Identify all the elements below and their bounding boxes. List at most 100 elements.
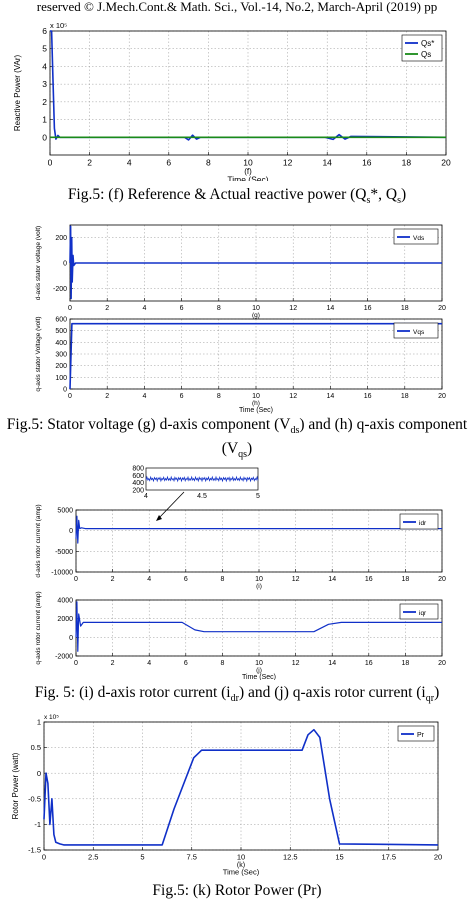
y-tick-label: 200	[55, 363, 67, 370]
x-tick-label: 18	[402, 158, 412, 168]
y-tick-label: 200	[55, 235, 67, 242]
chart-rotor-power: 0 2.5 5 7.5 10 12.5 15 17.5 20 -1.5 -1 -0.5 0 0.5 1x 1…	[11, 714, 442, 877]
legend-box	[393, 228, 439, 245]
x-tick-label: 8	[217, 393, 221, 400]
y-tick-label: 4000	[57, 597, 73, 604]
inset-y-tick-label: 800	[132, 466, 144, 473]
x-tick-label: 2	[105, 393, 109, 400]
x-tick-label: 12	[292, 660, 300, 667]
legend-box	[393, 322, 439, 339]
legend-box	[399, 513, 439, 530]
y-tick-label: 2	[42, 97, 47, 107]
figure-ij-rotor-current: 0 2 4 6 8 10 12 14 16 18 20 -10000 -5000 0 5000 (i) d-ax…	[0, 462, 474, 681]
chart-k: 0 2.5 5 7.5 10 12.5 15 17.5 20 -1.5 -1 -0.5 0 0.5 1x 1…	[11, 714, 442, 877]
series-line-Qs*	[50, 30, 447, 141]
arrow-head	[156, 515, 162, 521]
x-tick-label: 8	[217, 305, 221, 312]
legend: idr	[399, 513, 439, 530]
x-tick-label: 2	[111, 660, 115, 667]
x-tick-label: 12	[283, 158, 293, 168]
axis-multiplier: x 10⁵	[50, 21, 67, 30]
legend-label: Pr	[417, 732, 425, 739]
y-tick-label: -200	[53, 286, 67, 293]
y-tick-label: 600	[55, 316, 67, 323]
x-tick-label: 6	[184, 660, 188, 667]
x-tick-label: 20	[438, 393, 446, 400]
series-line-idr	[75, 515, 442, 544]
x-tick-label: 16	[364, 393, 372, 400]
y-tick-label: -5000	[55, 549, 73, 556]
y-tick-label: -1	[34, 820, 41, 829]
x-tick-label: 20	[438, 660, 446, 667]
y-axis-label: Reactive Power (VAr)	[13, 55, 22, 132]
inset-series-line	[145, 475, 259, 483]
x-tick-label: 4	[142, 305, 146, 312]
panel-label: (i)	[256, 583, 262, 590]
y-axis-label: q-axis stator Voltage (volt)	[35, 316, 42, 391]
chart-rotor-current: 0 2 4 6 8 10 12 14 16 18 20-10000-500005000(i)d-ax…	[35, 466, 446, 681]
x-tick-label: 10	[243, 158, 253, 168]
legend-box	[401, 34, 443, 62]
x-tick-label: 18	[402, 660, 410, 667]
y-tick-label: 2000	[57, 616, 73, 623]
panel-label: (j)	[256, 667, 262, 674]
x-tick-label: 6	[166, 158, 171, 168]
x-tick-label: 20	[438, 305, 446, 312]
x-tick-label: 10	[252, 305, 260, 312]
x-tick-label: 10	[255, 576, 263, 583]
x-tick-label: 20	[438, 576, 446, 583]
legend-label: Vds	[413, 235, 425, 242]
x-tick-label: 8	[206, 158, 211, 168]
legend-box	[399, 603, 439, 620]
y-tick-label: 5000	[57, 507, 73, 514]
chart-g: 0 2 4 6 8 10 12 14 16 18 20 -200 0 200 (g) d-axis stato…	[35, 224, 446, 319]
caption-gh: Fig.5: Stator voltage (g) d-axis compone…	[6, 416, 468, 461]
y-tick-label: -10000	[51, 569, 73, 576]
page-header: reserved © J.Mech.Cont.& Math. Sci., Vol…	[36, 0, 438, 14]
series-line-Vds	[69, 225, 442, 300]
panel-label: (k)	[237, 862, 245, 869]
x-tick-label: 14	[328, 576, 336, 583]
y-tick-label: -2000	[55, 653, 73, 660]
x-tick-label: 0	[42, 853, 46, 862]
panel-label: (h)	[252, 400, 260, 407]
legend: Qs* Qs	[401, 34, 443, 62]
x-tick-label: 2	[111, 576, 115, 583]
x-tick-label: 12.5	[283, 853, 298, 862]
x-tick-label: 14	[328, 660, 336, 667]
x-tick-label: 15	[335, 853, 343, 862]
legend-label: iqr	[419, 610, 427, 617]
x-tick-label: 6	[180, 305, 184, 312]
x-axis-label: Time (Sec)	[239, 407, 273, 414]
x-tick-label: 5	[140, 853, 144, 862]
series-line-iqr	[75, 601, 442, 652]
y-tick-label: 0	[37, 769, 41, 778]
y-tick-label: 500	[55, 328, 67, 335]
x-tick-label: 20	[434, 853, 442, 862]
x-tick-label: 18	[402, 576, 410, 583]
y-tick-label: 1	[42, 115, 47, 125]
y-tick-label: 4	[42, 61, 47, 71]
figure-gh-stator-voltage: 0 2 4 6 8 10 12 14 16 18 20 -200 0 200 (g) d-axis stato…	[0, 217, 474, 417]
x-tick-label: 0	[68, 393, 72, 400]
chart-h: 0 2 4 6 8 10 12 14 16 18 200100200300400500600(h)T…	[35, 316, 446, 414]
legend: Vds	[393, 228, 439, 245]
legend: Vqs	[393, 322, 439, 339]
y-tick-label: -0.5	[28, 794, 41, 803]
inset-x-tick-label: 4	[144, 493, 148, 500]
figure-f-reactive-power: 0 2 4 6 8 10 12 14 16 18 20 0 1 2 3 4 5 6 x 10⁵ (f) Time (Se…	[0, 19, 474, 181]
x-tick-label: 14	[327, 305, 335, 312]
legend-label: Qs	[421, 50, 431, 59]
y-tick-label: 0	[42, 132, 47, 142]
x-tick-label: 2	[105, 305, 109, 312]
x-tick-label: 0	[68, 305, 72, 312]
x-tick-label: 7.5	[187, 853, 197, 862]
y-axis-label: Rotor Power (watt)	[11, 752, 20, 819]
inset-y-tick-label: 600	[132, 473, 144, 480]
y-tick-label: 0	[69, 635, 73, 642]
y-tick-label: 0	[63, 260, 67, 267]
x-tick-label: 12	[289, 393, 297, 400]
